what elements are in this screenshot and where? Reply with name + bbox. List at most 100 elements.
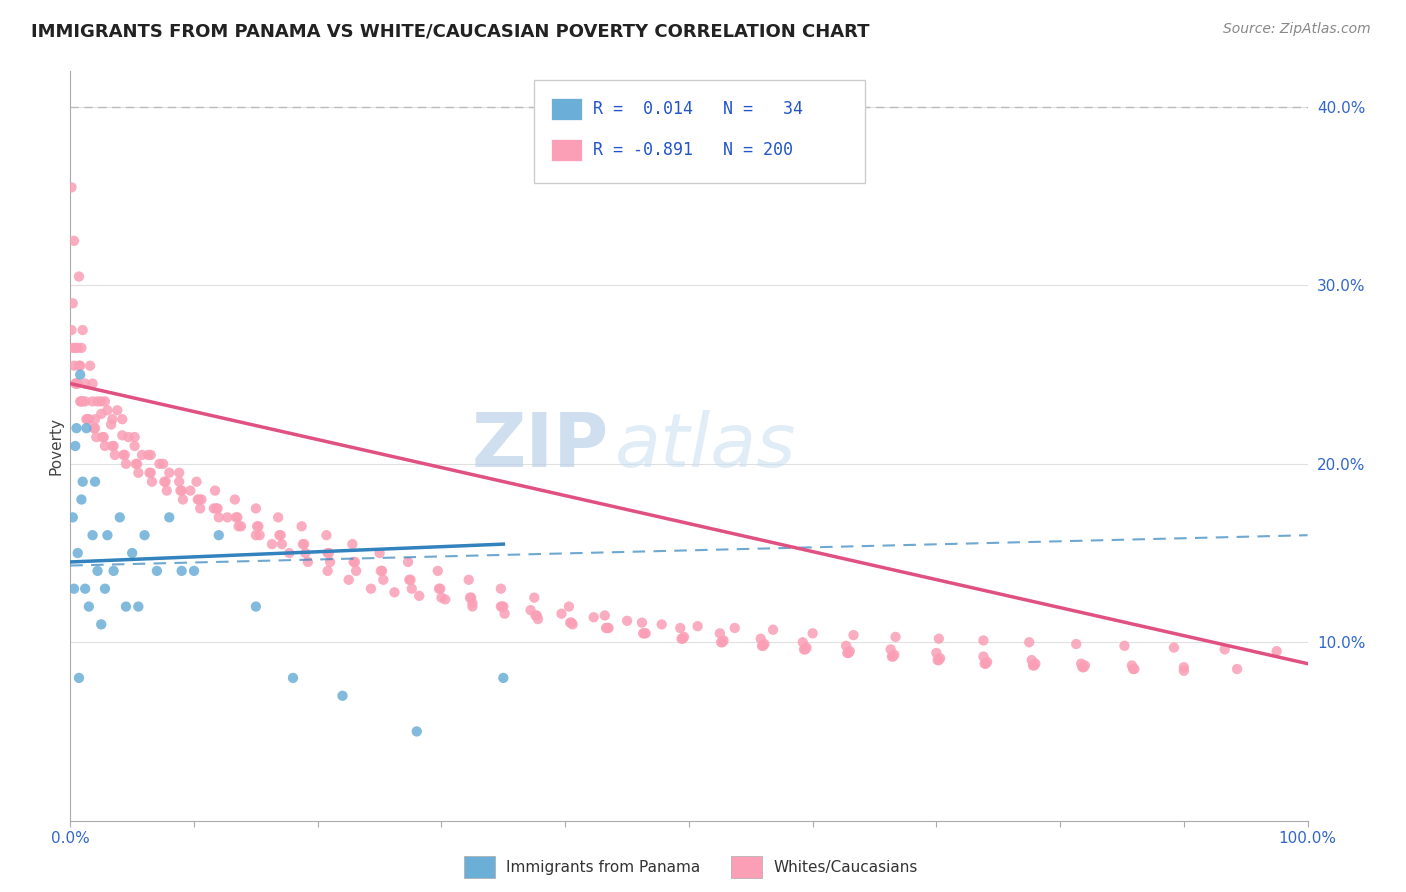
- Point: [550, 607, 572, 621]
- Point: [672, 630, 695, 644]
- Point: [762, 623, 785, 637]
- Point: [269, 528, 291, 542]
- Point: [167, 466, 190, 480]
- Point: [842, 628, 865, 642]
- Point: [882, 649, 904, 664]
- Point: [111, 428, 134, 442]
- Point: [281, 671, 304, 685]
- Point: [105, 403, 128, 417]
- Point: [343, 555, 366, 569]
- Point: [260, 537, 283, 551]
- Point: [1122, 662, 1144, 676]
- Point: [84, 475, 107, 489]
- Point: [70, 341, 93, 355]
- Point: [121, 546, 143, 560]
- Point: [76, 412, 98, 426]
- Point: [835, 639, 858, 653]
- Point: [343, 555, 366, 569]
- Point: [67, 269, 90, 284]
- Point: [384, 585, 406, 599]
- Point: [245, 599, 267, 614]
- Point: [318, 546, 340, 560]
- Point: [671, 632, 693, 646]
- Point: [65, 341, 87, 355]
- Point: [84, 421, 107, 435]
- Point: [63, 234, 86, 248]
- Point: [217, 510, 239, 524]
- Point: [124, 430, 146, 444]
- Point: [66, 376, 89, 391]
- Point: [100, 417, 122, 432]
- Point: [426, 564, 449, 578]
- Point: [927, 653, 949, 667]
- Point: [146, 564, 169, 578]
- Point: [461, 596, 484, 610]
- Point: [461, 599, 484, 614]
- Y-axis label: Poverty: Poverty: [48, 417, 63, 475]
- Point: [247, 519, 270, 533]
- Point: [491, 599, 513, 614]
- Point: [65, 376, 87, 391]
- Text: ZIP: ZIP: [471, 409, 609, 483]
- Point: [1064, 637, 1087, 651]
- Point: [596, 621, 619, 635]
- Point: [111, 412, 134, 426]
- Point: [65, 376, 87, 391]
- Point: [527, 612, 550, 626]
- Point: [179, 483, 201, 498]
- Point: [141, 475, 163, 489]
- Point: [399, 573, 422, 587]
- Point: [82, 394, 104, 409]
- Point: [494, 607, 516, 621]
- Point: [1074, 658, 1097, 673]
- Point: [360, 582, 382, 596]
- Point: [558, 599, 581, 614]
- Point: [616, 614, 638, 628]
- Point: [153, 475, 176, 489]
- Point: [131, 448, 153, 462]
- Point: [245, 501, 267, 516]
- Point: [156, 483, 179, 498]
- Point: [344, 564, 367, 578]
- Point: [183, 564, 205, 578]
- Point: [72, 323, 94, 337]
- Point: [297, 555, 319, 569]
- Point: [373, 573, 395, 587]
- Point: [188, 501, 211, 516]
- Point: [1226, 662, 1249, 676]
- Point: [368, 546, 391, 560]
- Point: [751, 639, 773, 653]
- Point: [460, 591, 482, 605]
- Point: [434, 592, 457, 607]
- Point: [91, 430, 114, 444]
- Point: [880, 649, 903, 664]
- Text: Source: ZipAtlas.com: Source: ZipAtlas.com: [1223, 22, 1371, 37]
- Point: [94, 394, 117, 409]
- Point: [560, 615, 582, 630]
- Point: [631, 615, 654, 630]
- Point: [711, 635, 734, 649]
- Point: [883, 648, 905, 662]
- Point: [66, 546, 89, 560]
- Point: [62, 296, 84, 310]
- Point: [291, 537, 314, 551]
- Point: [598, 621, 620, 635]
- Point: [101, 439, 124, 453]
- Point: [84, 430, 107, 444]
- Point: [93, 430, 115, 444]
- Point: [66, 341, 89, 355]
- Point: [972, 649, 994, 664]
- Point: [1213, 642, 1236, 657]
- Point: [124, 439, 146, 453]
- Point: [170, 564, 193, 578]
- Point: [929, 651, 952, 665]
- Point: [973, 657, 995, 671]
- Point: [136, 448, 159, 462]
- Point: [292, 537, 315, 551]
- Point: [67, 359, 90, 373]
- Point: [202, 501, 225, 516]
- Point: [489, 599, 512, 614]
- Point: [225, 510, 247, 524]
- Point: [82, 528, 104, 542]
- Point: [972, 633, 994, 648]
